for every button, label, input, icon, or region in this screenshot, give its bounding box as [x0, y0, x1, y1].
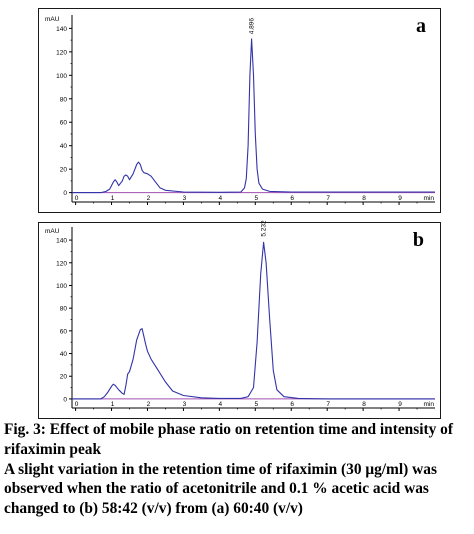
x-tick-label: 5 [254, 401, 258, 408]
y-axis-label: mAU [45, 16, 60, 23]
y-tick-label: 20 [60, 167, 68, 174]
x-tick-label: 2 [147, 401, 151, 408]
y-tick-label: 100 [56, 283, 67, 290]
chromatogram-trace [72, 241, 435, 400]
y-tick-label: 80 [60, 306, 68, 313]
x-tick-label: 9 [398, 401, 402, 408]
x-tick-label: 5 [254, 195, 258, 202]
y-tick-label: 140 [56, 26, 67, 33]
caption-body: A slight variation in the retention time… [4, 460, 437, 518]
chromatogram-b-plot: 0 20 40 60 80 100 120 140 mAU 0 1 2 3 4 5 6 7 8 9 min 5.232 [45, 220, 435, 411]
panel-label-b: b [412, 229, 424, 251]
y-tick-label: 120 [56, 49, 67, 56]
x-tick-label: 3 [183, 195, 187, 202]
x-tick-label: 0 [75, 195, 79, 202]
y-tick-label: 40 [60, 143, 68, 150]
x-tick-label: 4 [219, 401, 223, 408]
panel-label-a: a [416, 15, 426, 37]
y-tick-label: 60 [60, 328, 68, 335]
chromatogram-b: 0 20 40 60 80 100 120 140 mAU 0 1 2 3 4 5 6 7 8 9 min 5.232 … [38, 220, 441, 419]
x-tick-label: 1 [111, 401, 115, 408]
x-tick-label: 1 [111, 195, 115, 202]
x-tick-label: 8 [362, 401, 366, 408]
chromatogram-a: 0 20 40 60 80 100 120 140 mAU 0 1 2 3 4 5 6 7 8 9 min 4.896 … [38, 8, 441, 213]
x-tick-label: 6 [290, 195, 294, 202]
x-tick-label: 2 [147, 195, 151, 202]
x-tick-label: 9 [398, 195, 402, 202]
x-tick-label: 6 [290, 401, 294, 408]
y-tick-label: 20 [60, 374, 68, 381]
y-tick-label: 60 [60, 120, 68, 127]
x-tick-label: 0 [75, 401, 79, 408]
x-tick-label: 8 [362, 195, 366, 202]
y-tick-label: 40 [60, 351, 68, 358]
x-tick-label: 7 [326, 195, 330, 202]
caption-title: Fig. 3: Effect of mobile phase ratio on … [4, 421, 453, 458]
chromatogram-a-plot: 0 20 40 60 80 100 120 140 mAU 0 1 2 3 4 5 6 7 8 9 min 4.896 [45, 15, 435, 205]
y-tick-label: 140 [56, 238, 67, 245]
figure-caption: Fig. 3: Effect of mobile phase ratio on … [4, 420, 470, 519]
x-axis-label: min [424, 401, 435, 408]
x-tick-label: 4 [219, 195, 223, 202]
y-tick-label: 100 [56, 73, 67, 80]
x-axis-label: min [424, 195, 435, 202]
x-tick-label: 3 [183, 401, 187, 408]
y-tick-label: 80 [60, 96, 68, 103]
y-tick-label: 0 [63, 396, 67, 403]
peak-retention-label: 5.232 [261, 220, 268, 237]
y-tick-label: 120 [56, 260, 67, 267]
peak-retention-label: 4.896 [249, 18, 256, 35]
y-tick-label: 0 [63, 190, 67, 197]
y-axis-label: mAU [45, 228, 60, 235]
chromatogram-trace [72, 38, 435, 194]
x-tick-label: 7 [326, 401, 330, 408]
